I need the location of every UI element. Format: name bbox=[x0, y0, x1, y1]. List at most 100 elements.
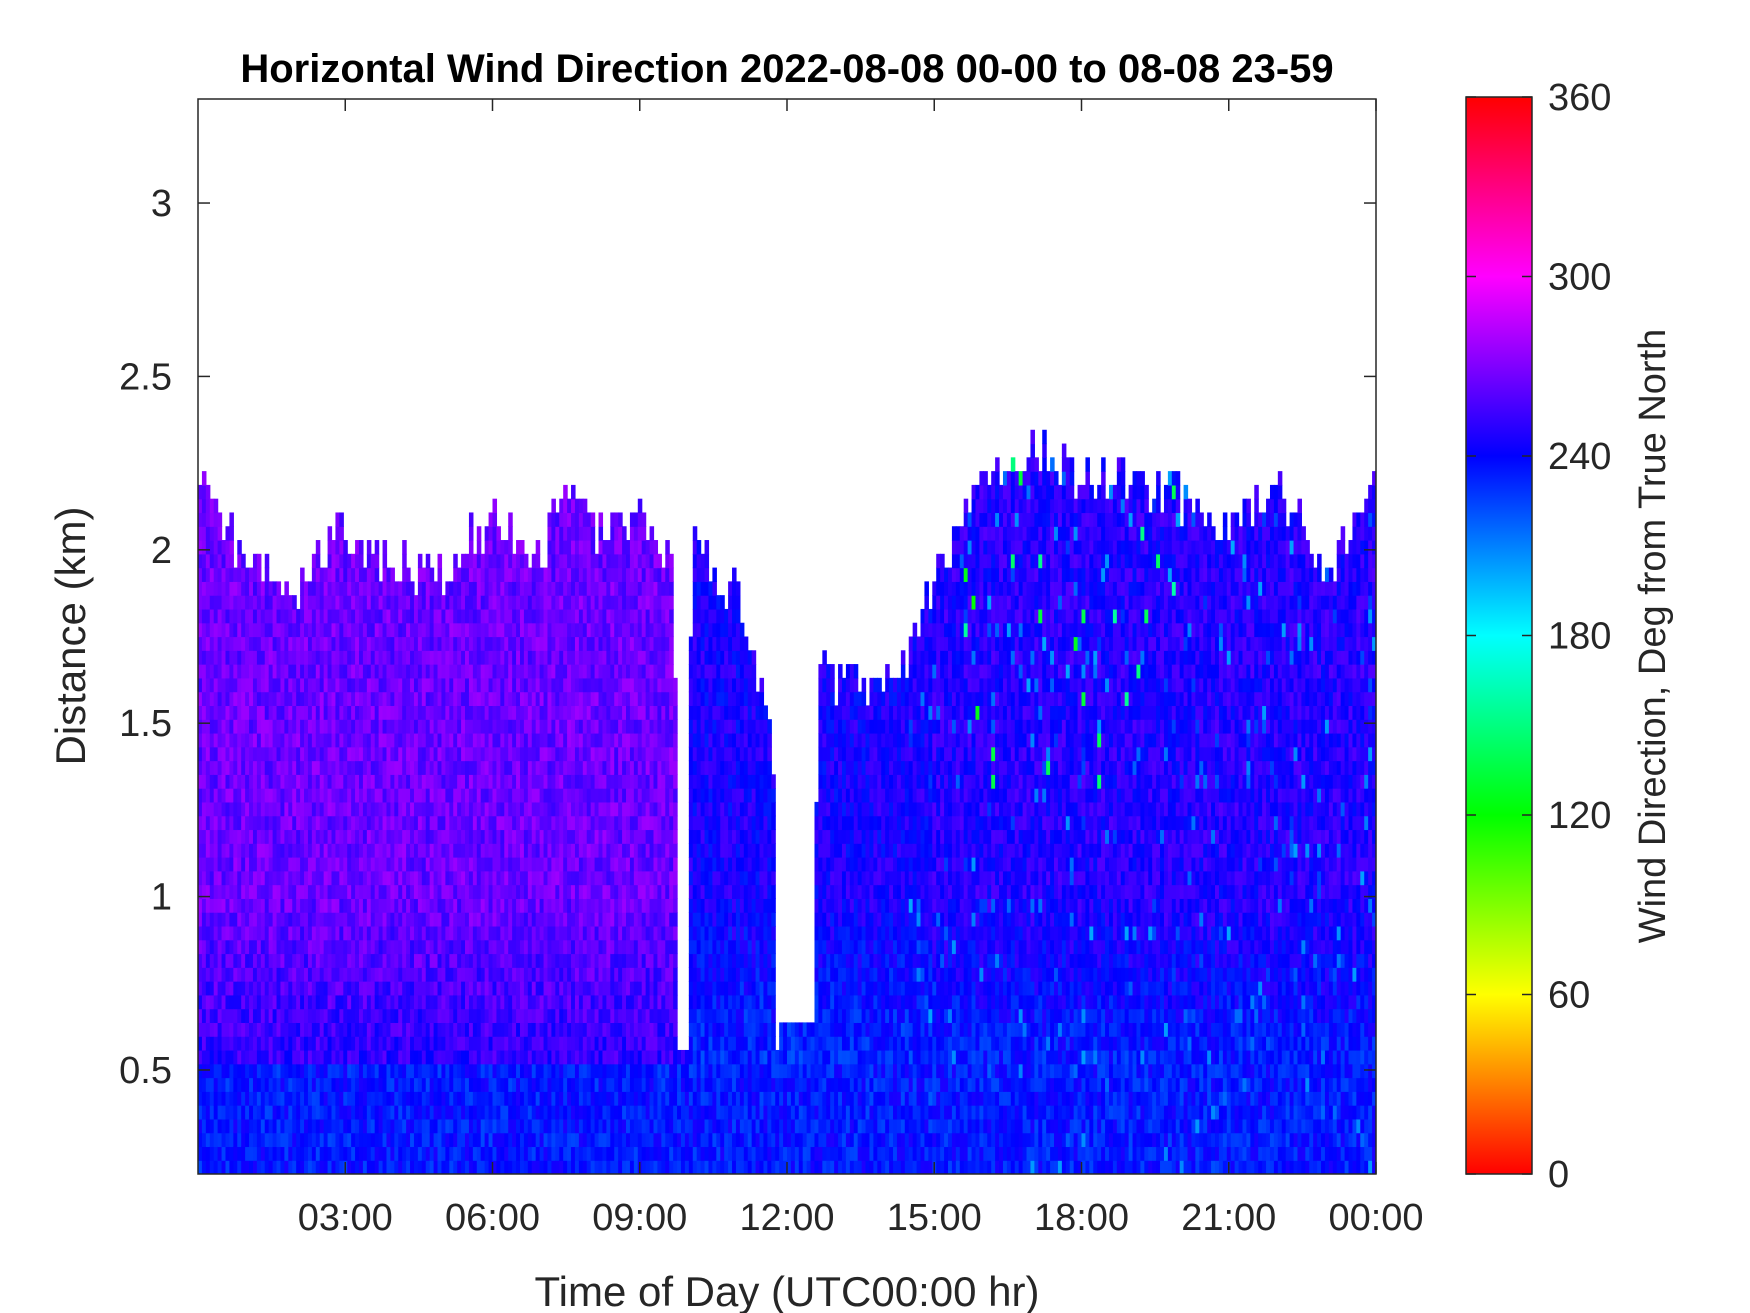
heatmap-cell bbox=[304, 801, 309, 817]
heatmap-cell bbox=[225, 884, 231, 899]
heatmap-cell bbox=[519, 1118, 525, 1134]
heatmap-cell bbox=[398, 1022, 403, 1037]
heatmap-cell bbox=[217, 1036, 223, 1051]
heatmap-cell bbox=[551, 1132, 556, 1148]
heatmap-cell bbox=[249, 608, 254, 624]
heatmap-cell bbox=[256, 567, 262, 582]
heatmap-cell bbox=[547, 567, 552, 582]
heatmap-cell bbox=[531, 843, 537, 858]
heatmap-cell bbox=[284, 1160, 289, 1174]
heatmap-cell bbox=[413, 664, 419, 679]
heatmap-cell bbox=[370, 1146, 376, 1161]
heatmap-cell bbox=[394, 608, 399, 624]
heatmap-cell bbox=[582, 774, 588, 789]
heatmap-cell bbox=[284, 925, 289, 941]
heatmap-cell bbox=[465, 953, 470, 968]
heatmap-cell bbox=[516, 1118, 521, 1134]
heatmap-cell bbox=[201, 650, 207, 665]
heatmap-cell bbox=[488, 732, 494, 748]
heatmap-cell bbox=[606, 1022, 611, 1037]
heatmap-cell bbox=[535, 1091, 541, 1106]
heatmap-cell bbox=[535, 705, 541, 720]
heatmap-cell bbox=[543, 829, 549, 844]
heatmap-cell bbox=[563, 484, 568, 500]
heatmap-cell bbox=[382, 912, 388, 927]
heatmap-cell bbox=[386, 746, 392, 762]
heatmap-cell bbox=[614, 1049, 619, 1065]
heatmap-cell bbox=[500, 1105, 505, 1120]
heatmap-cell bbox=[531, 1077, 537, 1092]
heatmap-cell bbox=[323, 1132, 329, 1148]
heatmap-cell bbox=[413, 815, 419, 831]
heatmap-cell bbox=[598, 1049, 604, 1065]
heatmap-cell bbox=[233, 567, 238, 582]
heatmap-cell bbox=[539, 1105, 545, 1120]
heatmap-cell bbox=[351, 925, 356, 941]
heatmap-cell bbox=[476, 788, 482, 803]
heatmap-cell bbox=[571, 512, 576, 527]
heatmap-cell bbox=[594, 760, 600, 775]
heatmap-cell bbox=[527, 1160, 533, 1174]
heatmap-cell bbox=[551, 1146, 556, 1161]
heatmap-cell bbox=[315, 925, 321, 941]
heatmap-cell bbox=[280, 1105, 285, 1120]
heatmap-cell bbox=[480, 608, 486, 624]
heatmap-cell bbox=[331, 1063, 337, 1079]
heatmap-cell bbox=[382, 1049, 388, 1065]
heatmap-cell bbox=[614, 526, 619, 541]
heatmap-cell bbox=[622, 1049, 627, 1065]
heatmap-cell bbox=[421, 774, 427, 789]
heatmap-cell bbox=[229, 1049, 234, 1065]
heatmap-cell bbox=[398, 1049, 403, 1065]
heatmap-cell bbox=[268, 1008, 274, 1023]
heatmap-cell bbox=[378, 788, 384, 803]
heatmap-cell bbox=[441, 815, 446, 831]
heatmap-cell bbox=[516, 705, 521, 720]
heatmap-cell bbox=[539, 981, 545, 996]
heatmap-cell bbox=[221, 829, 227, 844]
heatmap-cell bbox=[622, 939, 627, 955]
heatmap-cell bbox=[398, 829, 403, 844]
heatmap-cell bbox=[394, 1077, 399, 1092]
heatmap-cell bbox=[249, 636, 254, 651]
heatmap-cell bbox=[327, 526, 333, 541]
heatmap-cell bbox=[398, 1160, 403, 1174]
heatmap-cell bbox=[406, 981, 411, 996]
heatmap-cell bbox=[578, 677, 584, 693]
heatmap-cell bbox=[252, 925, 258, 941]
heatmap-cell bbox=[496, 829, 501, 844]
heatmap-cell bbox=[288, 595, 293, 610]
heatmap-cell bbox=[465, 967, 470, 982]
heatmap-cell bbox=[488, 526, 494, 541]
heatmap-cell bbox=[339, 581, 344, 596]
heatmap-cell bbox=[370, 912, 376, 927]
heatmap-cell bbox=[602, 1022, 607, 1037]
heatmap-cell bbox=[264, 1036, 270, 1051]
heatmap-cell bbox=[523, 1160, 529, 1174]
heatmap-cell bbox=[523, 553, 529, 569]
heatmap-cell bbox=[610, 1118, 615, 1134]
heatmap-cell bbox=[300, 981, 305, 996]
heatmap-cell bbox=[559, 815, 564, 831]
heatmap-cell bbox=[559, 774, 564, 789]
heatmap-cell bbox=[382, 898, 388, 913]
heatmap-cell bbox=[276, 870, 282, 886]
heatmap-cell bbox=[445, 1118, 450, 1134]
heatmap-cell bbox=[272, 705, 278, 720]
heatmap-cell bbox=[567, 967, 572, 982]
heatmap-cell bbox=[543, 677, 549, 693]
heatmap-cell bbox=[574, 498, 580, 514]
heatmap-cell bbox=[252, 953, 258, 968]
heatmap-cell bbox=[268, 1049, 274, 1065]
heatmap-cell bbox=[598, 815, 604, 831]
heatmap-cell bbox=[606, 939, 611, 955]
heatmap-cell bbox=[425, 925, 431, 941]
heatmap-cell bbox=[410, 857, 415, 872]
heatmap-cell bbox=[437, 870, 443, 886]
heatmap-cell bbox=[512, 912, 517, 927]
heatmap-cell bbox=[441, 939, 446, 955]
heatmap-cell bbox=[563, 912, 568, 927]
heatmap-cell bbox=[362, 953, 368, 968]
heatmap-cell bbox=[319, 1118, 325, 1134]
heatmap-cell bbox=[457, 636, 462, 651]
